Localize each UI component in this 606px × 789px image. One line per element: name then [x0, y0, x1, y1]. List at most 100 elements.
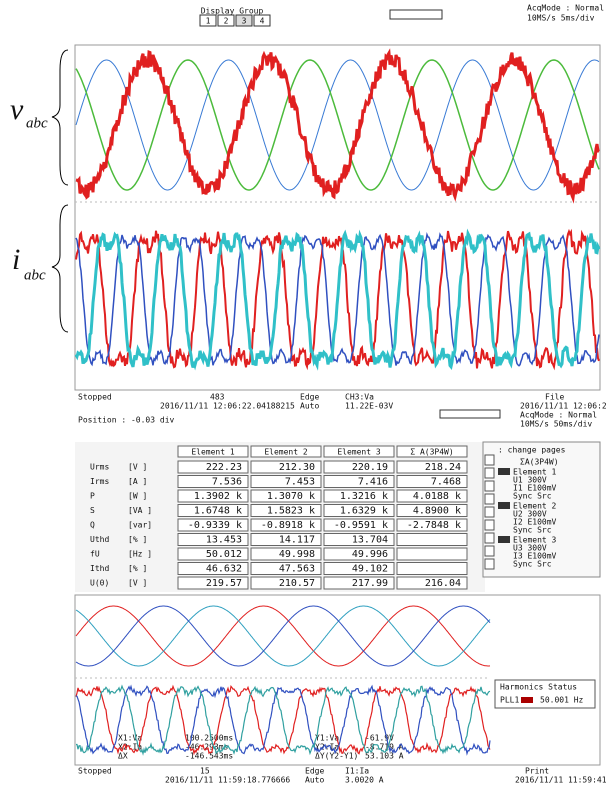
- cell: [397, 563, 467, 575]
- page-key: [485, 520, 494, 530]
- status: Stopped: [78, 767, 112, 776]
- bar-box: [440, 410, 500, 418]
- label-i: i: [12, 243, 20, 276]
- cell-text: 220.19: [352, 462, 388, 473]
- page-key: [485, 533, 494, 543]
- element-tag: [498, 536, 510, 543]
- row-unit: [% ]: [128, 564, 147, 573]
- cell-text: 4.0188 k: [413, 491, 461, 502]
- row-unit: [V ]: [128, 579, 147, 588]
- acq-mode: AcqMode : Normal: [527, 4, 604, 13]
- page-key: [485, 559, 494, 569]
- sum-title: ΣA(3P4W): [520, 458, 559, 467]
- acq-rate: 10MS/s 5ms/div: [527, 14, 595, 23]
- cell-text: 212.30: [279, 462, 315, 473]
- mode: Auto: [300, 402, 319, 411]
- cell-text: 49.998: [279, 549, 315, 560]
- count: 15: [200, 767, 210, 776]
- row-unit: [% ]: [128, 535, 147, 544]
- element-tag: [498, 468, 510, 475]
- display-group: Display Group: [201, 7, 264, 16]
- cell-text: 219.57: [206, 578, 242, 589]
- group-button-label: 1: [206, 17, 211, 26]
- cell-text: 1.3070 k: [267, 491, 315, 502]
- row-name: Q: [90, 521, 95, 530]
- cell-text: 7.416: [358, 477, 388, 488]
- element-sync: Sync Src: [513, 526, 552, 535]
- cell: [397, 534, 467, 546]
- row-unit: [A ]: [128, 477, 147, 486]
- position: Position : -0.03 div: [78, 416, 175, 425]
- cell-text: 217.99: [352, 578, 388, 589]
- row-unit: [W ]: [128, 492, 147, 501]
- row-name: U(0): [90, 579, 109, 588]
- dy-val: 53.103 A: [365, 752, 404, 761]
- channel: CH3:Va: [345, 393, 374, 402]
- cell-text: 4.8900 k: [413, 506, 461, 517]
- page-key: [485, 507, 494, 517]
- change-pages: : change pages: [498, 446, 566, 455]
- brace: [52, 205, 68, 332]
- row-unit: [Hz ]: [128, 550, 152, 559]
- cell-text: 50.012: [206, 549, 242, 560]
- time: 2016/11/11 11:59:18.776666: [165, 776, 290, 785]
- row-unit: [VA ]: [128, 506, 152, 515]
- page-key: [485, 494, 494, 504]
- cell-text: 210.57: [279, 578, 315, 589]
- cell: [397, 548, 467, 560]
- cell-text: 7.468: [431, 477, 461, 488]
- row-unit: [V ]: [128, 463, 147, 472]
- cell-text: 49.996: [352, 549, 388, 560]
- group-button-label: 4: [260, 17, 265, 26]
- row-name: Urms: [90, 463, 109, 472]
- cell-text: 14.117: [279, 535, 315, 546]
- status: Stopped: [78, 393, 112, 402]
- brace: [52, 50, 68, 185]
- element-sync: Sync Src: [513, 560, 552, 569]
- bar-box: [390, 10, 442, 19]
- cell-text: 218.24: [425, 462, 461, 473]
- level: 3.0020 A: [345, 776, 384, 785]
- harmonics-title: Harmonics Status: [500, 683, 577, 692]
- dx: ΔX: [118, 752, 128, 761]
- row-name: Uthd: [90, 535, 109, 544]
- row-name: P: [90, 492, 95, 501]
- level: 11.22E-03V: [345, 402, 393, 411]
- trigger: Edge: [305, 767, 324, 776]
- cell-text: 222.23: [206, 462, 242, 473]
- page-key: [485, 546, 494, 556]
- page-key: [485, 468, 494, 478]
- cell-text: 1.3216 k: [340, 491, 388, 502]
- cell-text: 1.3902 k: [194, 491, 242, 502]
- cell-text: 46.632: [206, 564, 242, 575]
- cell-text: -0.8918 k: [261, 520, 315, 531]
- element-tag: [498, 502, 510, 509]
- file-time: 2016/11/11 12:06:27: [520, 402, 606, 411]
- cell-text: 7.453: [285, 477, 315, 488]
- cell-text: 13.704: [352, 535, 388, 546]
- label-v: v: [10, 93, 24, 126]
- cell-text: 13.453: [206, 535, 242, 546]
- acq-mode: AcqMode : Normal: [520, 411, 597, 420]
- page-key: [485, 455, 494, 465]
- pll-freq: 50.001 Hz: [540, 696, 584, 705]
- screenshot: Display Group AcqMode : Normal 10MS/s 5m…: [0, 0, 606, 789]
- cell-text: 1.6748 k: [194, 506, 242, 517]
- dy: ΔY(Y2-Y1): [315, 752, 358, 761]
- print: Print: [525, 767, 549, 776]
- header-text: Σ A(3P4W): [410, 448, 453, 457]
- mode: Auto: [305, 776, 324, 785]
- cell-text: 216.04: [425, 578, 461, 589]
- element-sync: Sync Src: [513, 492, 552, 501]
- group-button-label: 2: [224, 17, 229, 26]
- cell-text: 1.6329 k: [340, 506, 388, 517]
- cell-text: -0.9591 k: [334, 520, 388, 531]
- file: File: [545, 393, 564, 402]
- label-i-sub: abc: [24, 267, 46, 283]
- print-time: 2016/11/11 11:59:41: [515, 776, 606, 785]
- cell-text: -0.9339 k: [188, 520, 242, 531]
- row-name: fU: [90, 550, 100, 559]
- header-text: Element 1: [191, 448, 235, 457]
- label-v-sub: abc: [26, 115, 48, 131]
- cell-text: 47.563: [279, 564, 315, 575]
